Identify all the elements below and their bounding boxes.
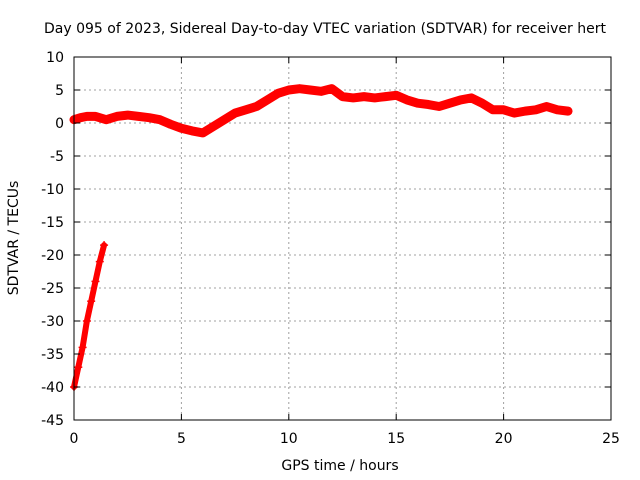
data-point bbox=[209, 122, 218, 131]
data-point bbox=[82, 112, 91, 121]
x-tick-label: 15 bbox=[387, 431, 405, 447]
data-point bbox=[413, 99, 422, 108]
data-point bbox=[370, 93, 379, 102]
data-marks bbox=[69, 84, 573, 391]
data-point bbox=[241, 105, 250, 114]
data-point bbox=[317, 87, 326, 96]
data-point bbox=[564, 107, 573, 116]
data-point bbox=[100, 241, 109, 250]
data-point bbox=[91, 112, 100, 121]
y-tick-label: 0 bbox=[55, 116, 64, 132]
y-tick-label: -40 bbox=[41, 380, 64, 396]
data-point bbox=[78, 343, 87, 352]
data-point bbox=[359, 92, 368, 101]
data-point bbox=[402, 95, 411, 104]
data-point bbox=[198, 128, 207, 137]
data-point bbox=[166, 120, 175, 129]
data-point bbox=[295, 84, 304, 93]
data-point bbox=[284, 86, 293, 94]
x-tick-label: 5 bbox=[177, 431, 186, 447]
data-point bbox=[338, 92, 347, 101]
data-point bbox=[424, 100, 433, 109]
data-point bbox=[220, 115, 229, 124]
y-tick-label: -10 bbox=[41, 182, 64, 198]
data-point bbox=[531, 105, 540, 114]
y-tick-label: -25 bbox=[41, 281, 64, 297]
data-point bbox=[123, 111, 132, 120]
y-tick-label: -35 bbox=[41, 347, 64, 363]
x-tick-label: 20 bbox=[495, 431, 513, 447]
data-point bbox=[521, 107, 530, 116]
data-point bbox=[188, 126, 197, 135]
y-tick-label: 10 bbox=[46, 50, 64, 66]
y-tick-label: -5 bbox=[50, 149, 64, 165]
x-axis-label: GPS time / hours bbox=[281, 458, 398, 474]
data-point bbox=[381, 92, 390, 101]
data-point bbox=[445, 99, 454, 108]
y-tick-label: -30 bbox=[41, 314, 64, 330]
data-point bbox=[177, 124, 186, 133]
y-tick-label: 5 bbox=[55, 83, 64, 99]
data-point bbox=[95, 257, 104, 266]
data-point bbox=[542, 102, 551, 111]
x-tick-label: 0 bbox=[70, 431, 79, 447]
plot-frame bbox=[73, 56, 612, 421]
y-tick-label: -45 bbox=[41, 413, 64, 429]
data-point bbox=[76, 113, 85, 122]
x-tick-label: 10 bbox=[280, 431, 298, 447]
y-axis-label: SDTVAR / TECUs bbox=[6, 181, 22, 296]
data-point bbox=[252, 102, 261, 111]
data-point bbox=[274, 89, 283, 98]
chart-title: Day 095 of 2023, Sidereal Day-to-day VTE… bbox=[44, 21, 606, 37]
data-point bbox=[327, 84, 336, 93]
data-point bbox=[478, 99, 487, 108]
data-point bbox=[74, 363, 83, 372]
data-point bbox=[87, 297, 96, 306]
data-point bbox=[134, 112, 143, 121]
data-point bbox=[145, 113, 154, 122]
data-point bbox=[488, 105, 497, 114]
data-point bbox=[155, 115, 164, 124]
data-point bbox=[91, 277, 100, 286]
data-point bbox=[82, 317, 91, 325]
data-point bbox=[456, 95, 465, 104]
data-point bbox=[102, 115, 111, 124]
data-point bbox=[499, 105, 508, 114]
y-tick-label: -20 bbox=[41, 248, 64, 264]
data-point bbox=[435, 102, 444, 111]
data-point bbox=[349, 93, 358, 102]
data-point bbox=[510, 109, 519, 118]
grid bbox=[74, 57, 611, 420]
data-point bbox=[112, 112, 121, 121]
data-point bbox=[231, 109, 240, 118]
data-point bbox=[306, 86, 315, 94]
data-point bbox=[467, 93, 476, 102]
data-point bbox=[392, 91, 401, 100]
y-tick-label: -15 bbox=[41, 215, 64, 231]
axis-ticks: -45 -40 -35 -30 -25 -20 -15 -10 -5 0 5 10 0 5 10 15 20 25 bbox=[41, 50, 620, 447]
x-tick-label: 25 bbox=[602, 431, 620, 447]
data-point bbox=[553, 105, 562, 114]
data-point bbox=[263, 95, 272, 104]
